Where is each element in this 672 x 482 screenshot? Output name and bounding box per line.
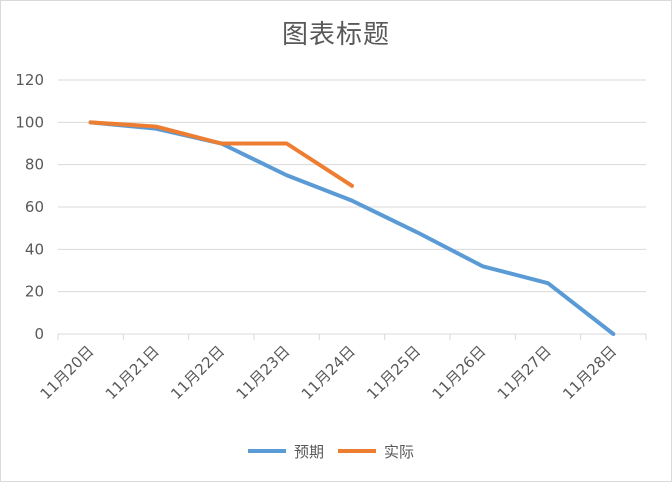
y-tick-label: 40 (25, 240, 44, 258)
x-axis-tick-labels: 11月20日 11月21日 11月22日 11月23日 11月24日 11月25日 11月2… (37, 342, 621, 403)
legend: 预期 实际 (248, 443, 414, 461)
x-tick-label: 11月23日 (233, 342, 294, 403)
y-tick-label: 80 (25, 156, 44, 174)
x-tick-label: 11月26日 (429, 342, 490, 403)
x-tick-label: 11月22日 (167, 342, 228, 403)
chart-title: 图表标题 (281, 20, 390, 50)
y-axis-tick-labels: 0 20 40 60 80 100 120 (15, 71, 44, 343)
legend-label-0: 预期 (294, 443, 324, 461)
x-tick-label: 11月28日 (559, 342, 620, 403)
x-tick-label: 11月20日 (37, 342, 98, 403)
series-lines (88, 120, 616, 336)
legend-label-1: 实际 (384, 443, 414, 461)
series-line-0 (88, 120, 616, 336)
y-tick-label: 0 (34, 325, 44, 343)
x-tick-label: 11月24日 (298, 342, 359, 403)
gridlines (57, 79, 647, 340)
y-tick-label: 20 (25, 283, 44, 301)
series-line-1 (88, 120, 354, 188)
x-tick-label: 11月21日 (102, 342, 163, 403)
x-tick-label: 11月27日 (494, 342, 555, 403)
y-tick-label: 60 (25, 198, 44, 216)
y-tick-label: 100 (15, 113, 44, 131)
y-tick-label: 120 (15, 71, 44, 89)
x-tick-label: 11月25日 (363, 342, 424, 403)
